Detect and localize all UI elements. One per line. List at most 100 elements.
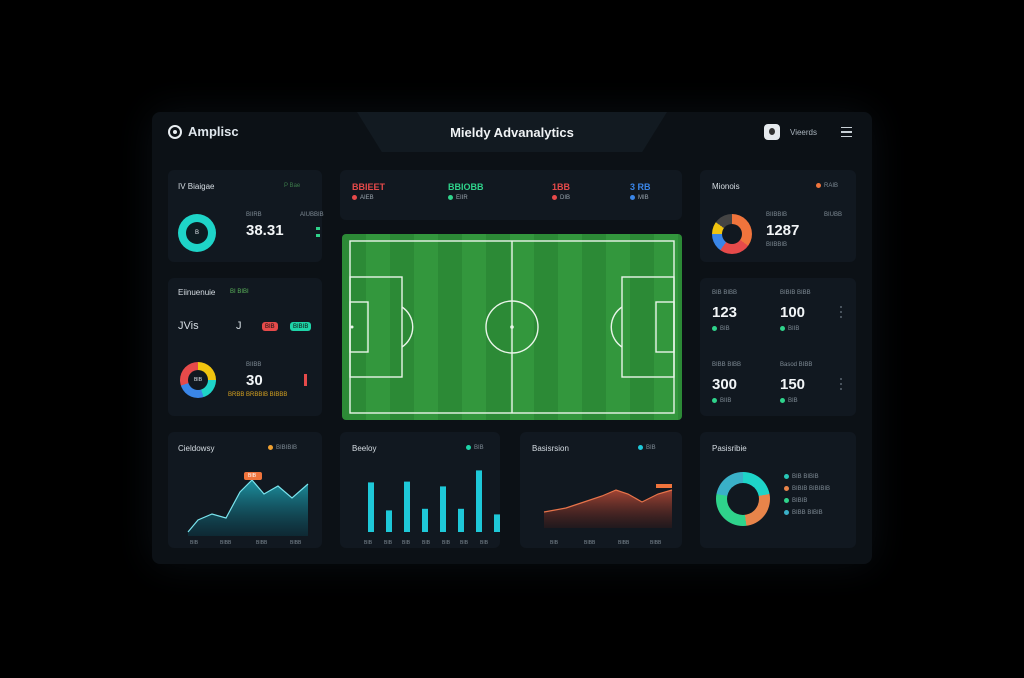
bar xyxy=(386,510,392,532)
x-tick: BIB xyxy=(384,540,393,546)
alert-icon xyxy=(304,374,307,386)
stat-value: 100 xyxy=(780,304,806,321)
ring-label: B xyxy=(186,222,208,244)
legend-item: BIBIB xyxy=(792,498,808,505)
red-pill[interactable]: BIB xyxy=(262,322,278,331)
ring-label: BIB xyxy=(188,370,208,390)
legend-item: BIB BIBIB xyxy=(792,474,819,481)
score-label: EIIR xyxy=(456,195,468,202)
stat-sub: BIB xyxy=(720,326,730,333)
x-tick: BIBB xyxy=(650,540,662,546)
score-item[interactable]: 3 RB MIB xyxy=(630,182,651,201)
donut-chart xyxy=(716,472,770,526)
x-tick: BIB xyxy=(550,540,559,546)
card-right-top: Mionois RAIB BIIBBIB 1287 BIIBBIB BIUBB xyxy=(700,170,856,262)
avatar[interactable] xyxy=(764,124,781,140)
score-label: DIB xyxy=(560,195,571,202)
x-tick: BIBB xyxy=(290,540,302,546)
card-right-stats: BIB BIBB 123 BIB BIBIB BIBB 100 BIIB BIB… xyxy=(700,278,856,416)
chart-badge: BIB xyxy=(248,473,257,479)
user-area: Vieerds xyxy=(764,124,852,140)
x-tick: BIB xyxy=(422,540,431,546)
card-bar-chart: Beeloy BIB BIB BIB BIB BIB BIB BIB BIB xyxy=(340,432,500,548)
page-title: Mieldy Advanalytics xyxy=(450,124,574,140)
brand-name: Amplisc xyxy=(188,124,239,139)
score-value: 1BB xyxy=(552,182,571,192)
multicolor-ring-chart: BIB xyxy=(180,362,216,398)
stat-label: BIBIB BIBB xyxy=(780,290,811,296)
bar xyxy=(458,508,464,532)
score-value: BBIEET xyxy=(352,182,386,192)
score-label: AIEB xyxy=(360,195,374,202)
x-tick: BIB xyxy=(480,540,489,546)
card-left-mid: Eiinuenuie BI BIBI JVis J BIB BIBIB BIB … xyxy=(168,278,322,416)
card-title: Cieldowsy xyxy=(178,444,215,453)
x-tick: BIBB xyxy=(220,540,232,546)
up-arrow-icon xyxy=(316,227,320,230)
football-pitch[interactable] xyxy=(342,234,682,420)
menu-icon[interactable] xyxy=(841,126,852,138)
bar xyxy=(404,481,410,532)
score-label: MIB xyxy=(638,195,649,202)
pitch-markings xyxy=(349,240,675,414)
stat-value: 123 xyxy=(712,304,738,321)
card-tag: BIBIBIB xyxy=(276,445,298,452)
card-area-chart: Cieldowsy BIBIBIB BIB BIB BIBB BIBB BIBB xyxy=(168,432,322,548)
card-line-chart: Basisrsion BIB BIB BIBB BIBB BIBB xyxy=(520,432,682,548)
donut-chart xyxy=(712,214,752,254)
area-chart-red xyxy=(543,484,673,528)
bar xyxy=(494,514,500,532)
card-value: 30 xyxy=(246,372,263,389)
user-name[interactable]: Vieerds xyxy=(790,127,817,137)
more-icon[interactable] xyxy=(840,306,842,320)
x-tick: BIB xyxy=(460,540,469,546)
card-title: Mionois xyxy=(712,182,740,191)
card-value: 38.31 xyxy=(246,222,284,239)
card-sub: BIIBB xyxy=(246,362,262,368)
bar-chart xyxy=(368,470,500,532)
card-foot: BIIBBIB xyxy=(766,242,788,248)
teal-pill[interactable]: BIBIB xyxy=(290,322,312,331)
card-tag: BIB xyxy=(474,445,484,452)
card-title: Beeloy xyxy=(352,444,377,453)
row-label: JVis xyxy=(178,320,199,332)
page-title-tab: Mieldy Advanalytics xyxy=(357,112,667,152)
score-strip: BBIEET AIEB BBIOBB EIIR 1BB DIB 3 RB MIB xyxy=(340,170,682,220)
card-tag: RAIB xyxy=(824,183,839,190)
card-foot: BRBB BRBBIB BIBBB xyxy=(228,392,288,398)
trend-icon xyxy=(316,234,320,237)
score-item[interactable]: BBIOBB EIIR xyxy=(448,182,484,201)
stat-value: 150 xyxy=(780,376,806,393)
bar xyxy=(476,470,482,532)
brand-logo-icon xyxy=(168,124,182,139)
x-tick: BIBB xyxy=(256,540,268,546)
more-icon[interactable] xyxy=(840,378,842,392)
stat-label: BIB BIBB xyxy=(712,290,738,296)
teal-ring-chart: B xyxy=(178,214,216,252)
brand[interactable]: Amplisc xyxy=(168,124,239,139)
card-sub: BIIRB xyxy=(246,212,262,218)
card-sub: BIIBBIB xyxy=(766,212,788,218)
x-tick: BIBB xyxy=(584,540,596,546)
x-tick: BIBB xyxy=(618,540,630,546)
card-title: Basisrsion xyxy=(532,444,569,453)
legend-item: BIBIB BIBIBIB xyxy=(792,486,831,493)
bar xyxy=(422,508,428,532)
card-donut: Pasisribie BIB BIBIB BIBIB BIBIBIB BIBIB… xyxy=(700,432,856,548)
score-value: 3 RB xyxy=(630,182,651,192)
bar xyxy=(440,486,446,532)
area-chart xyxy=(187,472,309,536)
score-item[interactable]: 1BB DIB xyxy=(552,182,570,201)
stat-label: Basod BIBB xyxy=(780,362,813,368)
top-bar: Amplisc Mieldy Advanalytics Vieerds xyxy=(152,112,872,154)
card-left-top: IV Biaigae P Bae B BIIRB 38.31 AIUBBIB xyxy=(168,170,324,262)
stat-sub: BIB xyxy=(788,398,798,405)
x-tick: BIB xyxy=(364,540,373,546)
card-title: IV Biaigae xyxy=(178,182,215,191)
stat-sub: BIIB xyxy=(788,326,800,333)
score-item[interactable]: BBIEET AIEB xyxy=(352,182,385,201)
card-title: Eiinuenuie xyxy=(178,288,216,297)
legend-item: BIBB BIBIB xyxy=(792,510,823,517)
stat-value: 300 xyxy=(712,376,738,393)
stat-label: BIBB BIBB xyxy=(712,362,742,368)
